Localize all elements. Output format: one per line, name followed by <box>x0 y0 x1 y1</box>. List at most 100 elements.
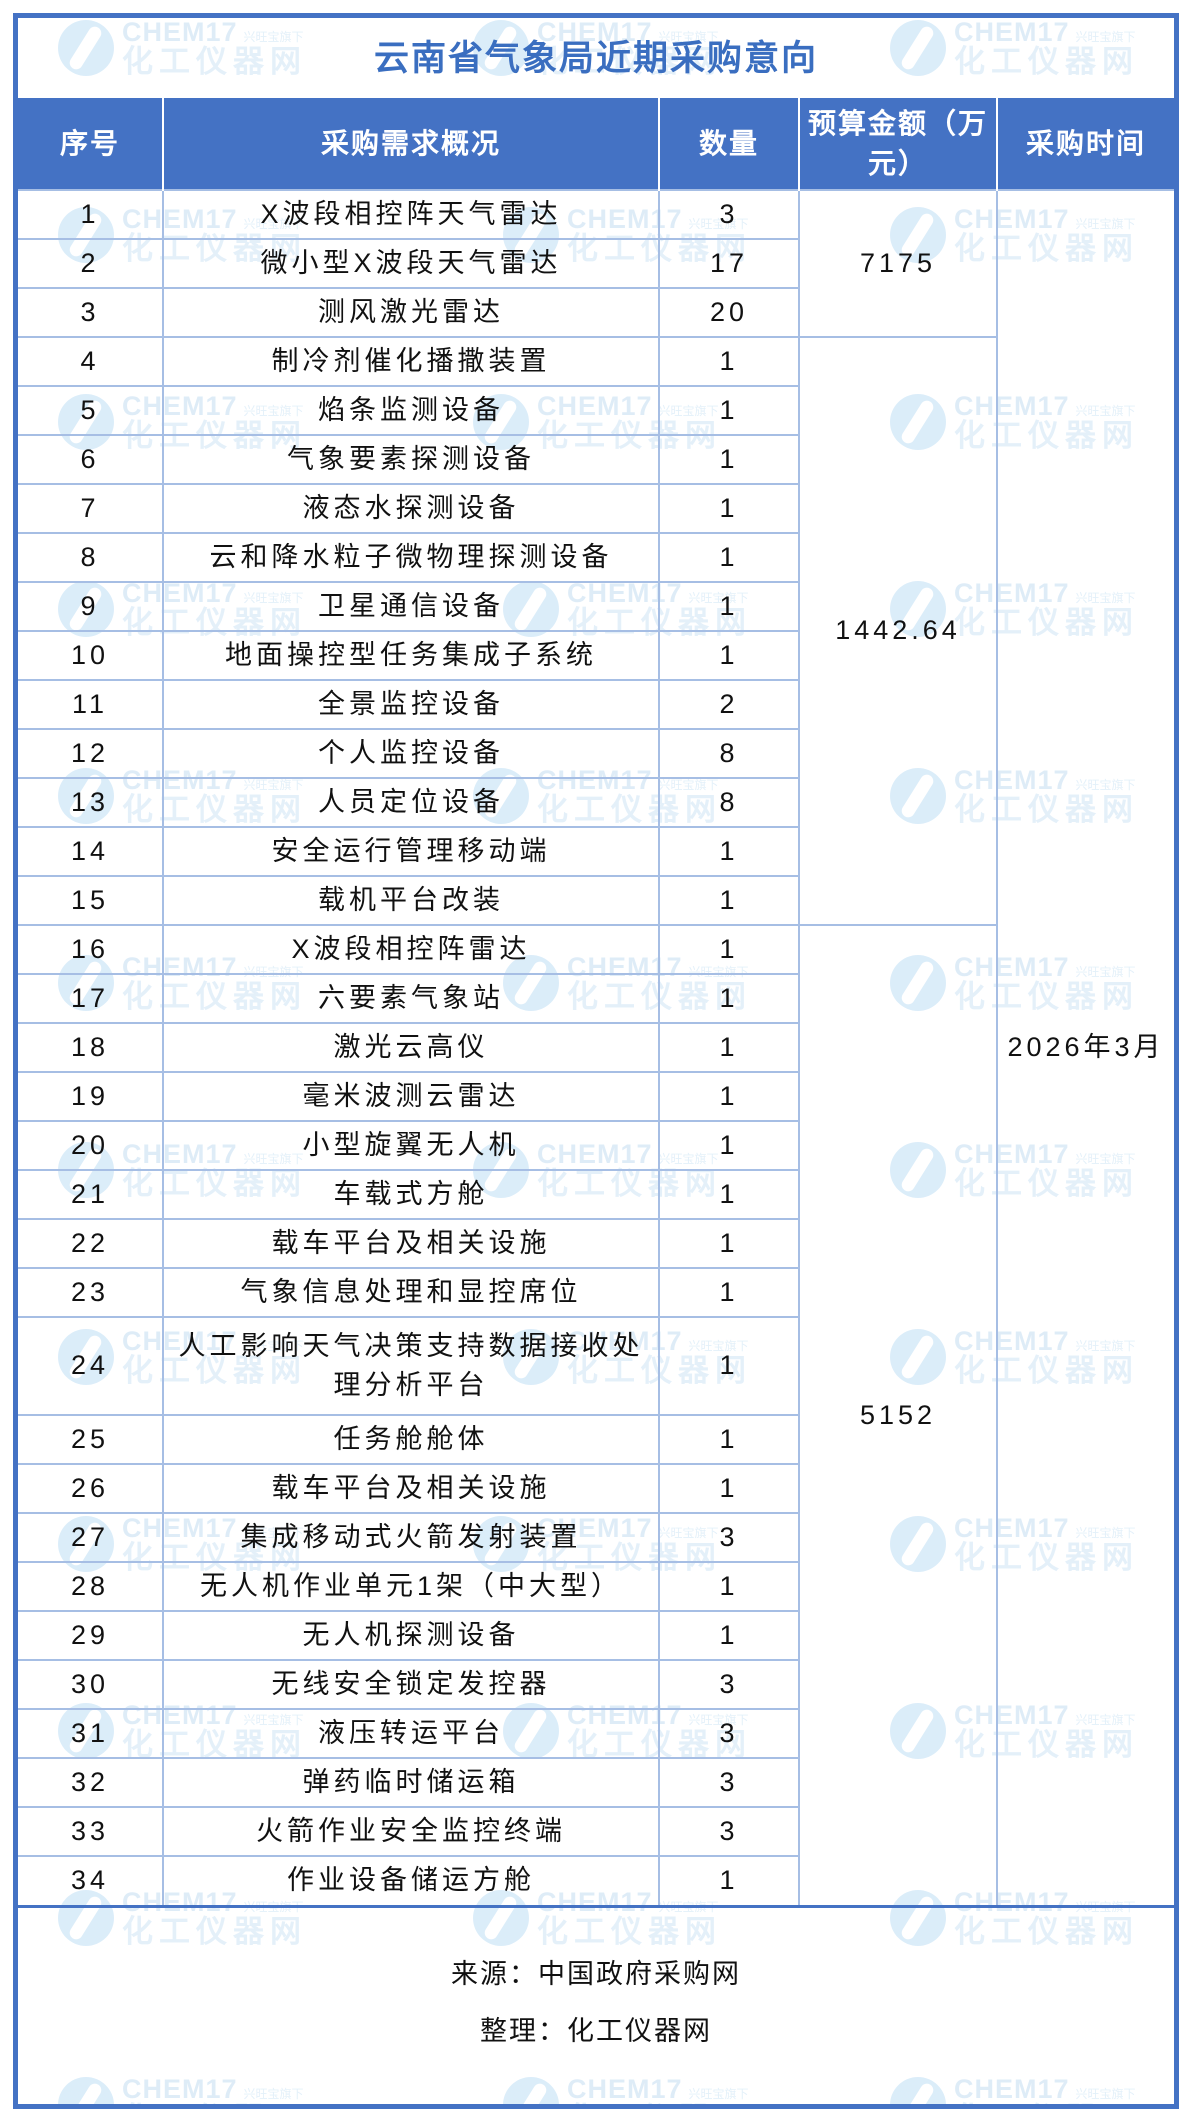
table-row: 9 卫星通信设备 1 <box>18 581 1174 632</box>
item-qty: 1 <box>658 1218 800 1269</box>
item-qty: 1 <box>658 483 800 534</box>
item-name: 全景监控设备 <box>162 679 660 730</box>
watermark-sub: 兴旺宝旗下 <box>243 2087 304 2101</box>
row-index: 4 <box>18 336 164 387</box>
item-name: 无人机作业单元1架（中大型） <box>162 1561 660 1612</box>
item-name: 车载式方舱 <box>162 1169 660 1220</box>
watermark-sub: 兴旺宝旗下 <box>688 2087 749 2101</box>
row-index: 15 <box>18 875 164 926</box>
row-index: 32 <box>18 1757 164 1808</box>
item-qty: 1 <box>658 1120 800 1171</box>
item-qty: 3 <box>658 1659 800 1710</box>
footer-source: 来源：中国政府采购网 <box>451 1959 741 1989</box>
item-qty: 1 <box>658 826 800 877</box>
table-row: 6 气象要素探测设备 1 <box>18 434 1174 485</box>
row-index: 14 <box>18 826 164 877</box>
row-index: 28 <box>18 1561 164 1612</box>
item-name: 无线安全锁定发控器 <box>162 1659 660 1710</box>
item-qty: 1 <box>658 630 800 681</box>
watermark-brand: CHEM17 <box>954 2074 1070 2104</box>
watermark-name: 化工仪器网 <box>954 2103 1139 2104</box>
procurement-table: 序号 采购需求概况 数量 预算金额（万元） 采购时间 1 X波段相控阵天气雷达 3 7… <box>18 98 1174 1906</box>
table-row: 33 火箭作业安全监控终端 3 <box>18 1806 1174 1857</box>
table-row: 25 任务舱舱体 1 <box>18 1414 1174 1465</box>
item-qty: 1 <box>658 1561 800 1612</box>
purchase-time-value: 2026年3月 <box>996 189 1174 1906</box>
col-header-time: 采购时间 <box>996 98 1174 190</box>
item-name: 测风激光雷达 <box>162 287 660 338</box>
row-index: 11 <box>18 679 164 730</box>
item-name: 云和降水粒子微物理探测设备 <box>162 532 660 583</box>
row-index: 3 <box>18 287 164 338</box>
watermark-logo-icon <box>58 2077 114 2104</box>
item-qty: 1 <box>658 1071 800 1122</box>
row-index: 13 <box>18 777 164 828</box>
item-qty: 1 <box>658 532 800 583</box>
item-name: 激光云高仪 <box>162 1022 660 1073</box>
item-qty: 1 <box>658 336 800 387</box>
row-index: 30 <box>18 1659 164 1710</box>
row-index: 12 <box>18 728 164 779</box>
item-name: X波段相控阵天气雷达 <box>162 189 660 240</box>
watermark-name: 化工仪器网 <box>122 2103 307 2104</box>
procurement-table-wrap: 序号 采购需求概况 数量 预算金额（万元） 采购时间 1 X波段相控阵天气雷达 3 7… <box>18 98 1174 1908</box>
item-name: 载车平台及相关设施 <box>162 1218 660 1269</box>
item-qty: 1 <box>658 1022 800 1073</box>
item-qty: 1 <box>658 1610 800 1661</box>
row-index: 2 <box>18 238 164 289</box>
row-index: 1 <box>18 189 164 240</box>
table-row: 22 载车平台及相关设施 1 <box>18 1218 1174 1269</box>
table-row: 14 安全运行管理移动端 1 <box>18 826 1174 877</box>
table-row: 28 无人机作业单元1架（中大型） 1 <box>18 1561 1174 1612</box>
row-index: 20 <box>18 1120 164 1171</box>
watermark-brand: CHEM17 <box>122 2074 238 2104</box>
page-title: 云南省气象局近期采购意向 <box>373 39 818 78</box>
item-qty: 3 <box>658 189 800 240</box>
row-index: 6 <box>18 434 164 485</box>
item-qty: 17 <box>658 238 800 289</box>
row-index: 25 <box>18 1414 164 1465</box>
row-index: 31 <box>18 1708 164 1759</box>
table-row: 3 测风激光雷达 20 <box>18 287 1174 338</box>
item-name: 集成移动式火箭发射装置 <box>162 1512 660 1563</box>
row-index: 18 <box>18 1022 164 1073</box>
item-name: 个人监控设备 <box>162 728 660 779</box>
table-row: 19 毫米波测云雷达 1 <box>18 1071 1174 1122</box>
row-index: 29 <box>18 1610 164 1661</box>
item-name: 载机平台改装 <box>162 875 660 926</box>
item-name: X波段相控阵雷达 <box>162 924 660 975</box>
col-header-index: 序号 <box>18 98 163 190</box>
table-row: 11 全景监控设备 2 <box>18 679 1174 730</box>
item-name: 作业设备储运方舱 <box>162 1855 660 1906</box>
table-row: 32 弹药临时储运箱 3 <box>18 1757 1174 1808</box>
table-row: 18 激光云高仪 1 <box>18 1022 1174 1073</box>
item-name: 安全运行管理移动端 <box>162 826 660 877</box>
item-qty: 8 <box>658 728 800 779</box>
row-index: 24 <box>18 1316 164 1416</box>
item-qty: 1 <box>658 1414 800 1465</box>
item-name: 无人机探测设备 <box>162 1610 660 1661</box>
table-row: 5 焰条监测设备 1 <box>18 385 1174 436</box>
row-index: 9 <box>18 581 164 632</box>
item-name: 液压转运平台 <box>162 1708 660 1759</box>
item-qty: 1 <box>658 1463 800 1514</box>
footer-editor: 整理：化工仪器网 <box>480 2016 712 2046</box>
budget-value: 7175 <box>798 189 998 338</box>
row-index: 19 <box>18 1071 164 1122</box>
item-name: 焰条监测设备 <box>162 385 660 436</box>
table-row: 29 无人机探测设备 1 <box>18 1610 1174 1661</box>
col-header-qty: 数量 <box>658 98 799 190</box>
row-index: 26 <box>18 1463 164 1514</box>
footer: 来源：中国政府采购网 整理：化工仪器网 <box>18 1908 1174 2048</box>
row-index: 34 <box>18 1855 164 1906</box>
table-body: 1 X波段相控阵天气雷达 3 7175 2026年3月 2 微小型X波段天气雷达 17 3 测风激… <box>18 189 1174 1906</box>
item-qty: 3 <box>658 1806 800 1857</box>
item-qty: 1 <box>658 1855 800 1906</box>
item-name: 液态水探测设备 <box>162 483 660 534</box>
row-index: 7 <box>18 483 164 534</box>
item-name: 载车平台及相关设施 <box>162 1463 660 1514</box>
col-header-budget: 预算金额（万元） <box>798 98 997 190</box>
watermark-name: 化工仪器网 <box>567 2103 752 2104</box>
